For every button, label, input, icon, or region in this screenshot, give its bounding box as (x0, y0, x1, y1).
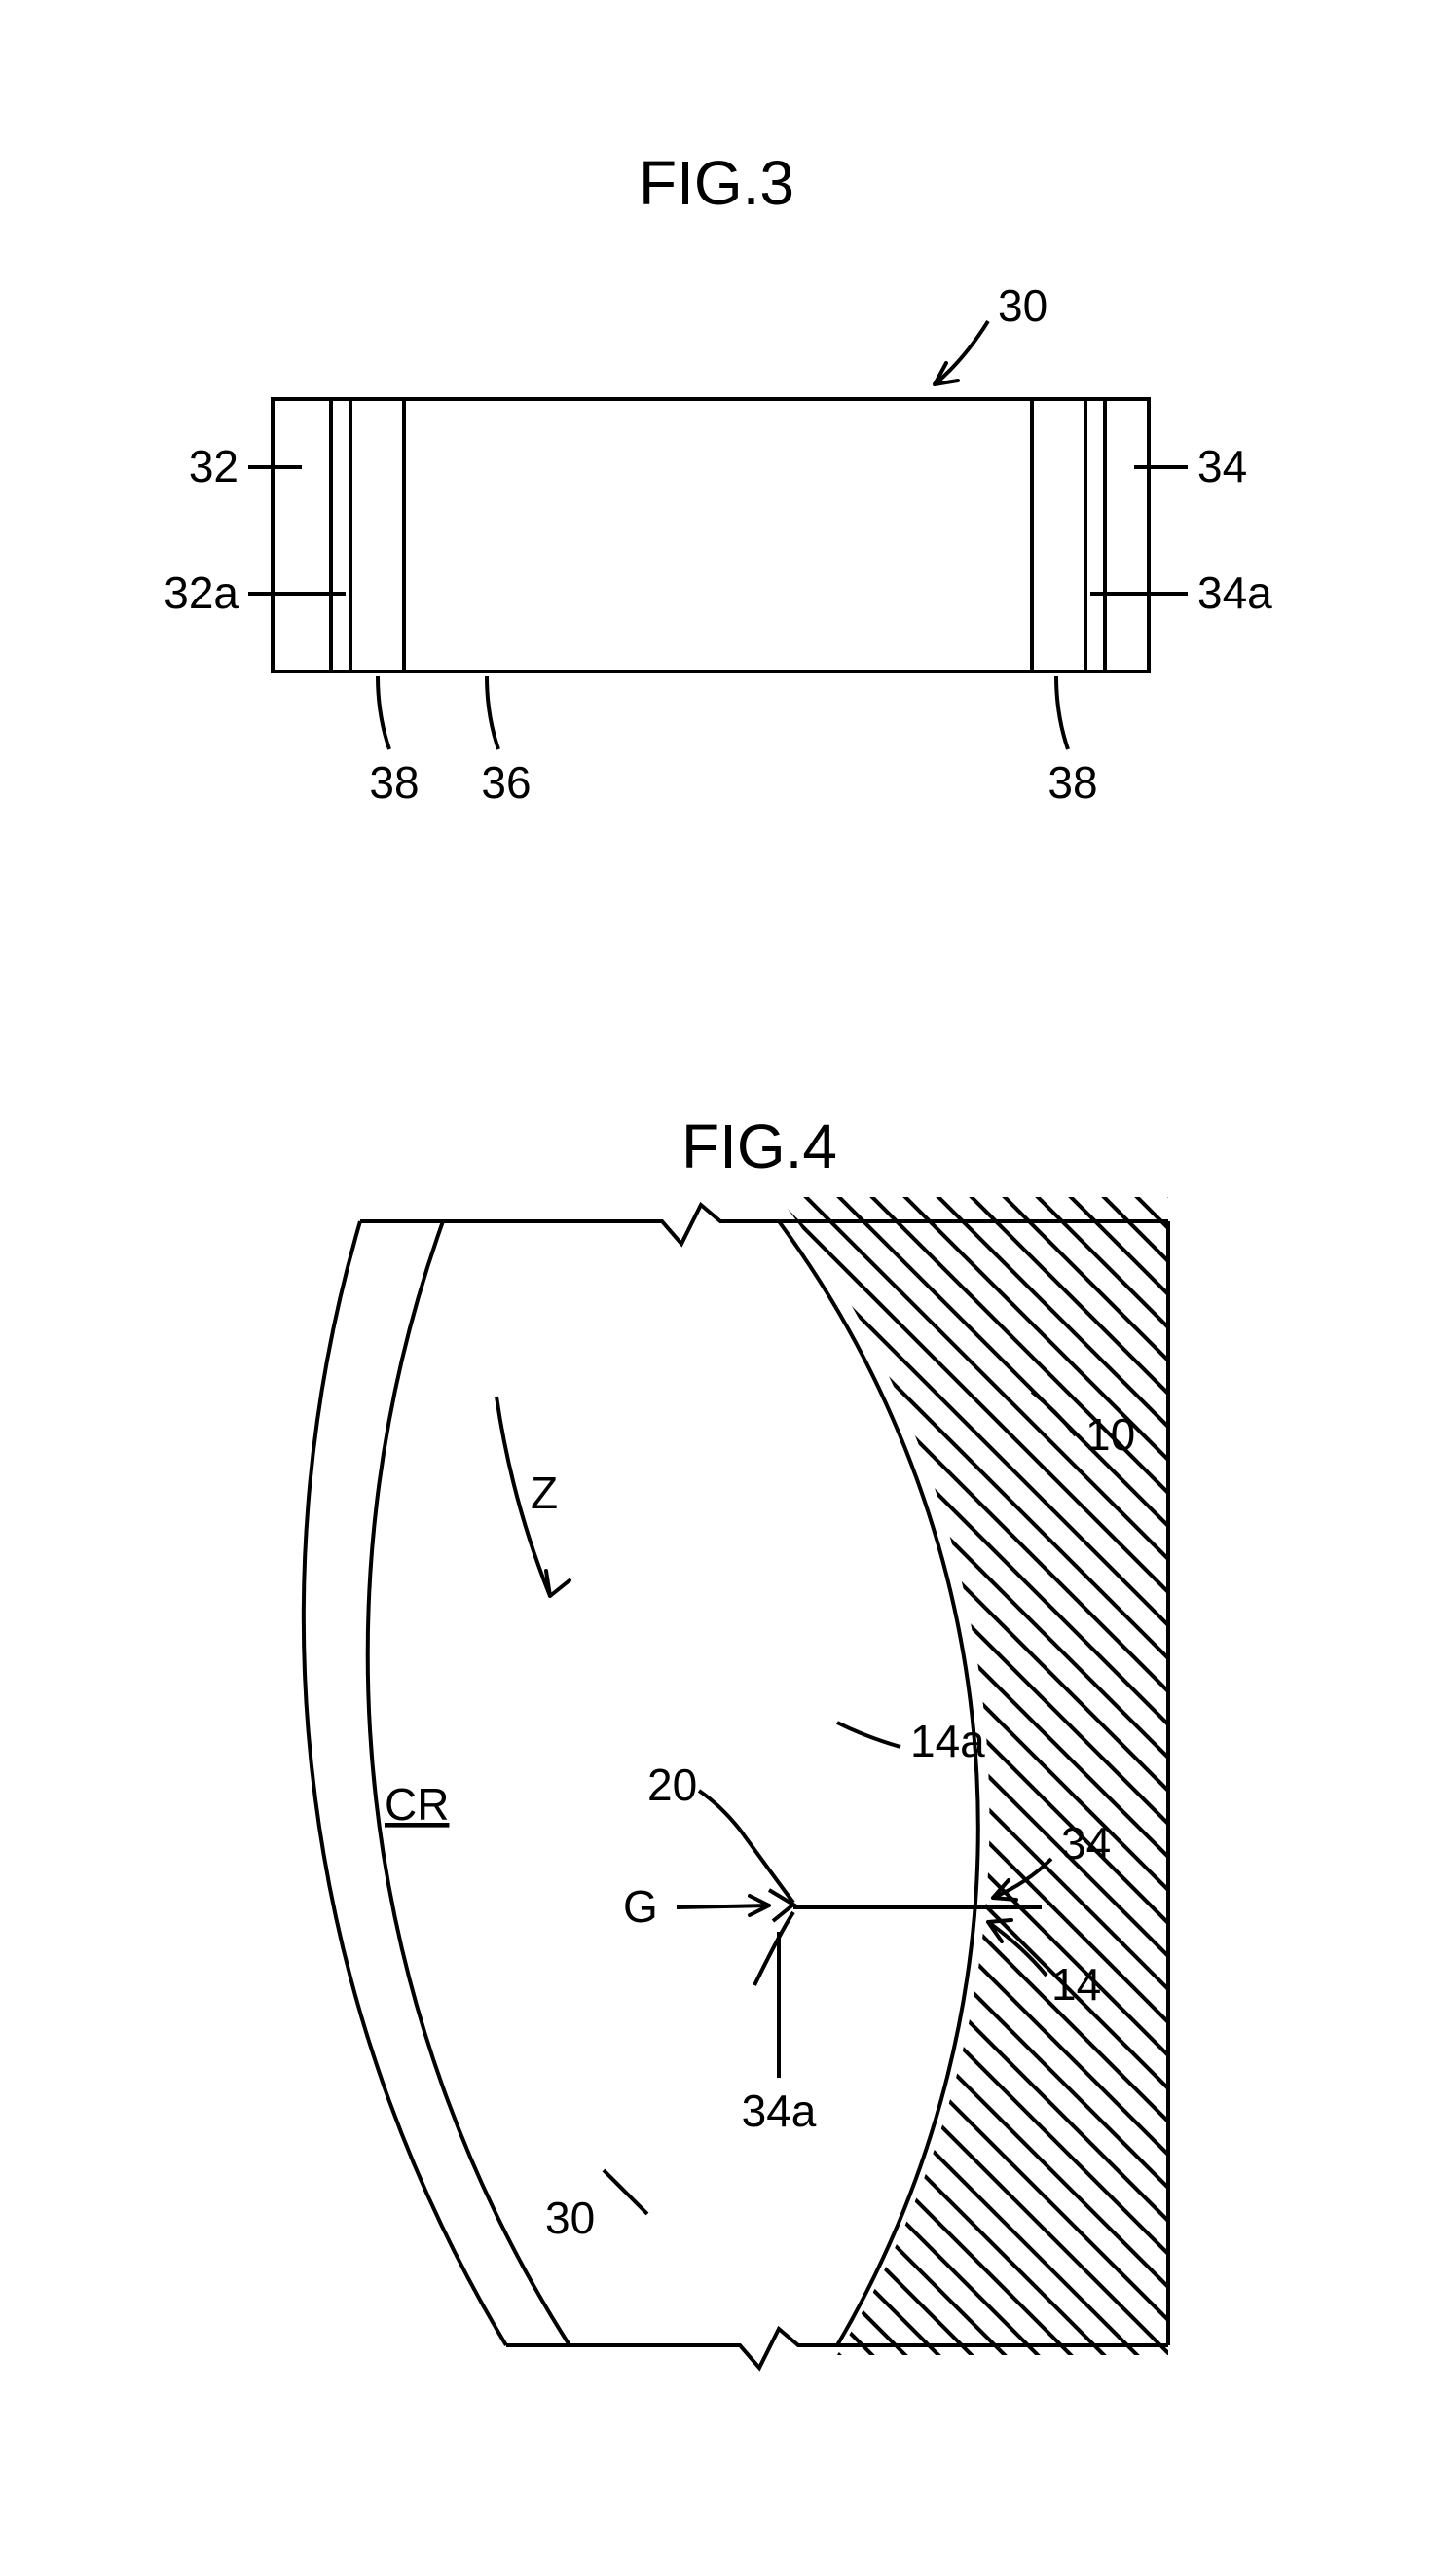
fig3-lead-30 (935, 321, 988, 384)
fig4-label-14: 14 (1051, 1959, 1101, 2010)
fig3-label-34: 34 (1197, 441, 1247, 491)
fig3-label-38r: 38 (1047, 757, 1097, 808)
fig3-label-32a: 32a (164, 567, 239, 618)
fig4-label-z: Z (531, 1468, 558, 1518)
fig3-label-38l: 38 (369, 757, 419, 808)
fig4-svg: FIG.4 (0, 1051, 1433, 2511)
fig3-label-32: 32 (189, 441, 239, 491)
fig3-label-36: 36 (481, 757, 531, 808)
fig3-label-30: 30 (998, 280, 1047, 331)
fig4-lead-20 (699, 1791, 740, 1830)
fig4-lead-34 (993, 1859, 1051, 1900)
fig4-label-14a: 14a (910, 1716, 985, 1766)
fig3-lead-38l (378, 676, 389, 749)
fig4-title: FIG.4 (681, 1111, 837, 1181)
fig4-label-30: 30 (545, 2193, 595, 2243)
fig3-label-34a: 34a (1197, 567, 1272, 618)
fig4-label-10: 10 (1085, 1409, 1135, 1460)
fig3-body (273, 399, 1149, 671)
page: FIG.3 30 32 32a 34 34a (0, 0, 1433, 2576)
fig4-label-34: 34 (1061, 1818, 1111, 1869)
fig4-lead-g (677, 1896, 769, 1915)
fig3-title: FIG.3 (639, 148, 794, 218)
fig4-label-g: G (623, 1881, 658, 1932)
fig4-lead-30 (604, 2170, 647, 2214)
fig4-frame (360, 1205, 1168, 2368)
fig3-lead-36 (487, 676, 498, 749)
fig3-lead-38r (1056, 676, 1068, 749)
fig4-label-34a: 34a (742, 2086, 817, 2136)
fig4-label-cr: CR (385, 1779, 449, 1830)
fig3-svg: FIG.3 30 32 32a 34 34a (0, 0, 1433, 1022)
fig4-label-20: 20 (647, 1760, 697, 1810)
